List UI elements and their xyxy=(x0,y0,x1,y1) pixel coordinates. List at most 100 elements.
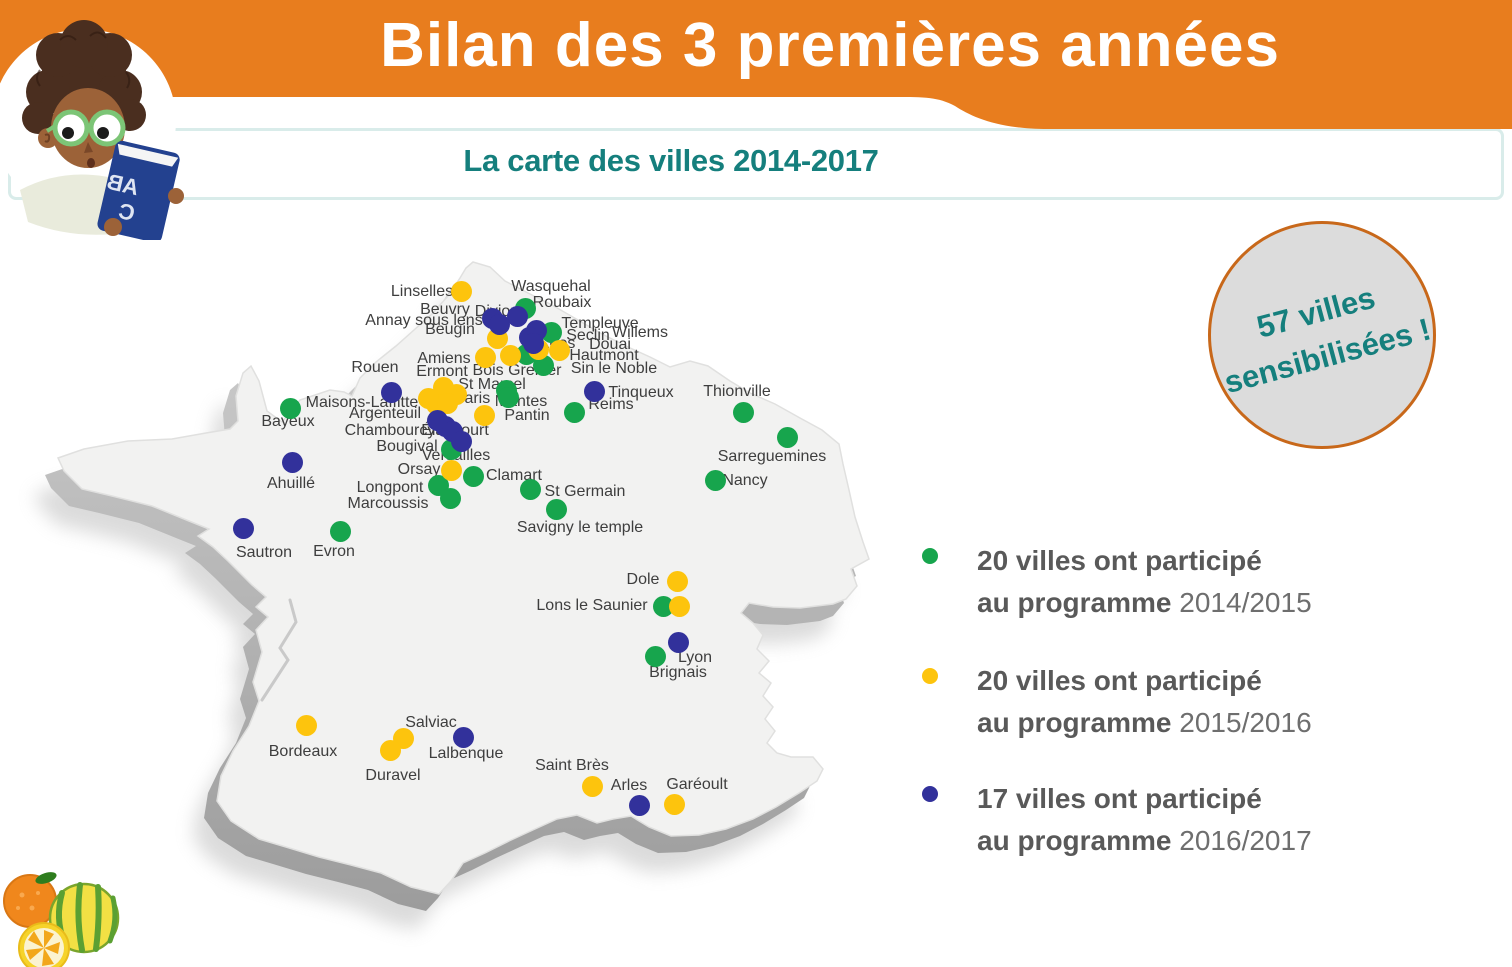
page-title: Bilan des 3 premières années xyxy=(380,11,1280,80)
city-dot-green xyxy=(652,595,674,617)
city-dot-yellow xyxy=(663,793,685,815)
city-dot-green xyxy=(732,401,754,423)
mascot-glasses xyxy=(45,109,126,147)
city-dot-blue xyxy=(281,451,303,473)
city-label: Dole xyxy=(626,571,660,588)
city-dot-blue xyxy=(452,726,474,748)
city-label: Salviac xyxy=(405,714,457,731)
city-dot-green xyxy=(704,469,726,491)
city-label: Amiens xyxy=(417,350,471,367)
subtitle-band: La carte des villes 2014-2017 xyxy=(8,128,1504,200)
city-dot-blue xyxy=(506,305,528,327)
city-dot-blue xyxy=(522,332,544,354)
france-outline xyxy=(34,261,870,930)
city-label: Sin le Noble xyxy=(570,360,658,377)
fruits-illustration xyxy=(3,872,120,967)
svg-text:C: C xyxy=(116,198,137,226)
city-label: Rouen xyxy=(351,359,399,376)
city-dot-green xyxy=(462,465,484,487)
legend-item-2016-2017: 17 villes ont participé au programme 201… xyxy=(905,778,1445,862)
city-label: Pantin xyxy=(504,407,550,424)
city-dot-blue xyxy=(488,313,510,335)
city-label: Annay sous lens xyxy=(365,312,483,329)
legend-line2: au programme xyxy=(977,825,1172,856)
city-dot-yellow xyxy=(440,459,462,481)
city-label: Douai xyxy=(589,336,631,353)
city-label: Saint Brès xyxy=(535,757,609,774)
city-dot-green xyxy=(497,386,519,408)
city-label: Arles xyxy=(610,777,648,794)
city-label: Duravel xyxy=(365,767,421,784)
city-dot-green xyxy=(279,397,301,419)
legend-year: 2016/2017 xyxy=(1179,825,1312,856)
mascot-illustration: AB C xyxy=(0,20,184,240)
city-dot-green xyxy=(439,487,461,509)
city-label: Tinqueux xyxy=(608,384,674,401)
city-dot-yellow xyxy=(450,280,472,302)
city-dot-yellow xyxy=(379,739,401,761)
city-dot-blue xyxy=(667,631,689,653)
legend-year: 2015/2016 xyxy=(1179,707,1312,738)
city-label: Ahuillé xyxy=(266,475,316,492)
city-dot-blue xyxy=(628,794,650,816)
city-label: Seclin xyxy=(566,327,610,344)
city-dot-yellow xyxy=(417,387,439,409)
city-dot-yellow xyxy=(473,404,495,426)
city-dot-yellow xyxy=(499,344,521,366)
city-label: Ermont xyxy=(416,363,468,380)
lemon-fruit xyxy=(18,922,70,967)
city-label: Templeuve xyxy=(561,315,639,332)
city-dot-blue xyxy=(583,380,605,402)
city-label: Longpont xyxy=(356,479,424,496)
city-label: Thionville xyxy=(703,383,771,400)
city-dot-yellow xyxy=(436,392,458,414)
city-dot-green xyxy=(519,478,541,500)
mascot-hand xyxy=(168,188,184,204)
city-label: Bougival xyxy=(376,438,438,455)
legend-line2: au programme xyxy=(977,587,1172,618)
city-dot-yellow xyxy=(295,714,317,736)
legend-line1: 17 villes ont participé xyxy=(977,783,1262,814)
city-label: Argenteuil xyxy=(348,405,422,422)
mascot-mouth xyxy=(87,158,95,168)
legend-line1: 20 villes ont participé xyxy=(977,665,1262,696)
mascot-nose xyxy=(84,142,93,153)
gironde-estuary xyxy=(260,598,298,702)
city-label: Hautmont xyxy=(569,347,639,364)
legend-line1: 20 villes ont participé xyxy=(977,545,1262,576)
city-label: Bayeux xyxy=(261,413,315,430)
city-label: Willems xyxy=(612,324,668,341)
city-label: Bordeaux xyxy=(268,743,338,760)
city-dot-blue xyxy=(232,517,254,539)
city-label: Orsay xyxy=(397,461,441,478)
city-label: Beuvry xyxy=(420,301,470,318)
legend-dot-blue xyxy=(922,786,938,802)
city-dot-green xyxy=(545,498,567,520)
legend-item-2014-2015: 20 villes ont participé au programme 201… xyxy=(905,540,1445,624)
city-label: Lalbenque xyxy=(428,745,504,762)
city-label: Wasquehal xyxy=(511,278,591,295)
badge-57-villes: 57 villes sensibilisées ! xyxy=(1208,221,1436,449)
city-label: Lyon xyxy=(677,649,713,666)
city-label: Garéoult xyxy=(666,776,728,793)
city-dot-yellow xyxy=(581,775,603,797)
city-label: Brignais xyxy=(649,664,707,681)
city-dot-green xyxy=(532,354,554,376)
mascot-book: AB C xyxy=(97,140,180,240)
city-dot-yellow xyxy=(548,339,570,361)
city-dot-blue xyxy=(380,381,402,403)
city-label: Marcoussis xyxy=(347,495,429,512)
city-dot-yellow xyxy=(668,595,690,617)
city-label: Beugin xyxy=(425,321,475,338)
city-dot-yellow xyxy=(474,346,496,368)
legend-dot-green xyxy=(922,548,938,564)
mascot-hand xyxy=(104,218,122,236)
city-dot-green xyxy=(329,520,351,542)
city-label: Nancy xyxy=(722,472,768,489)
legend-dot-yellow xyxy=(922,668,938,684)
city-label: Chambourcy xyxy=(344,422,436,439)
city-label: Evron xyxy=(313,543,355,560)
city-dot-green xyxy=(644,645,666,667)
city-dot-yellow xyxy=(666,570,688,592)
